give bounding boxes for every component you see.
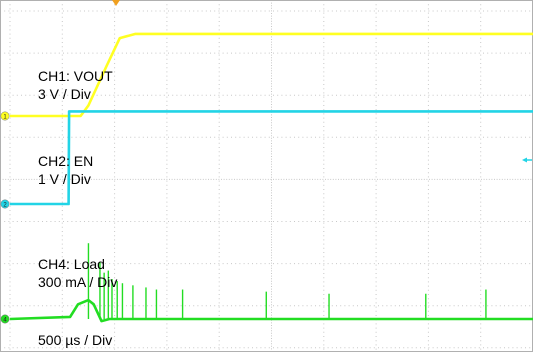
ch4-marker-label: 4 <box>3 317 7 323</box>
ch1-trace <box>10 32 533 118</box>
ch2-name-label: CH2: EN <box>38 153 94 169</box>
traces <box>9 32 533 323</box>
ch2-scale-label: 1 V / Div <box>38 171 91 187</box>
ch1-scale-label: 3 V / Div <box>38 86 91 102</box>
ch2-level-marker <box>522 157 527 163</box>
ch2-marker <box>0 199 10 209</box>
ch4-trace <box>9 298 533 323</box>
ch2-trace <box>10 110 533 206</box>
ch4-name-label: CH4: Load <box>38 256 105 272</box>
time-scale-label: 500 µs / Div <box>38 332 113 348</box>
ch1-marker <box>0 111 10 121</box>
channel-markers: 1 2 4 <box>0 111 532 324</box>
ch4-scale-label: 300 mA / Div <box>38 274 118 290</box>
ch2-marker-label: 2 <box>3 202 7 208</box>
ch4-marker <box>0 314 10 324</box>
ch1-marker-label: 1 <box>3 114 7 120</box>
ch1-name-label: CH1: VOUT <box>38 68 113 84</box>
trigger-marker <box>112 0 120 6</box>
